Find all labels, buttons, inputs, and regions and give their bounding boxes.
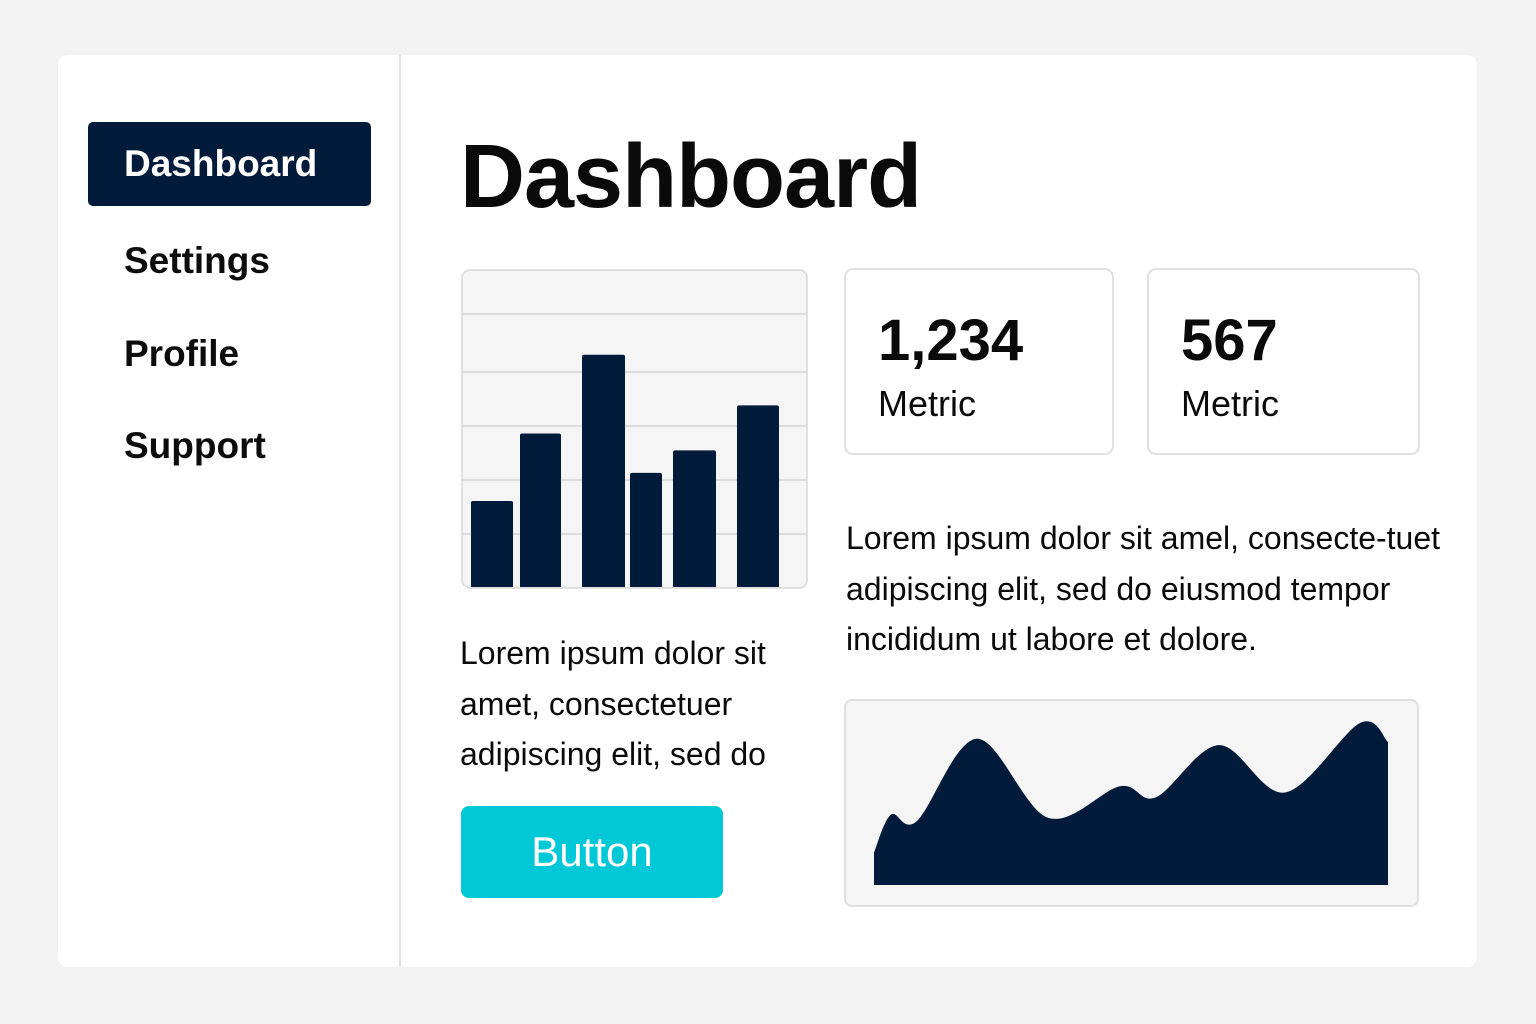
app-panel: Dashboard Settings Profile Support Dashb… bbox=[58, 55, 1477, 967]
summary-text: Lorem ipsum dolor sit amet, consectetuer… bbox=[460, 635, 766, 772]
bar-chart-plot bbox=[463, 313, 806, 587]
metric-card: 1,234 Metric bbox=[844, 268, 1114, 455]
primary-button[interactable]: Button bbox=[461, 806, 723, 898]
sidebar-item-dashboard[interactable]: Dashboard bbox=[88, 122, 371, 206]
sidebar-item-label: Support bbox=[124, 425, 266, 466]
metric-value: 567 bbox=[1181, 308, 1278, 373]
sidebar-item-profile[interactable]: Profile bbox=[88, 312, 371, 396]
description-text: Lorem ipsum dolor sit amel, consecte-tue… bbox=[846, 520, 1441, 657]
sidebar-item-support[interactable]: Support bbox=[88, 404, 371, 488]
sidebar-item-label: Settings bbox=[124, 240, 270, 281]
sidebar-item-label: Profile bbox=[124, 333, 240, 374]
metric-value: 1,234 bbox=[878, 308, 1024, 373]
sidebar-item-label: Dashboard bbox=[124, 143, 318, 184]
metric-label: Metric bbox=[878, 383, 976, 424]
area-chart-plot bbox=[874, 721, 1388, 885]
sidebar-item-settings[interactable]: Settings bbox=[88, 219, 371, 303]
area-chart bbox=[844, 699, 1419, 907]
sidebar: Dashboard Settings Profile Support bbox=[58, 55, 401, 967]
metric-label: Metric bbox=[1181, 383, 1279, 424]
page-title: Dashboard bbox=[460, 127, 922, 227]
bar-chart bbox=[461, 269, 808, 589]
metric-card: 567 Metric bbox=[1147, 268, 1420, 455]
